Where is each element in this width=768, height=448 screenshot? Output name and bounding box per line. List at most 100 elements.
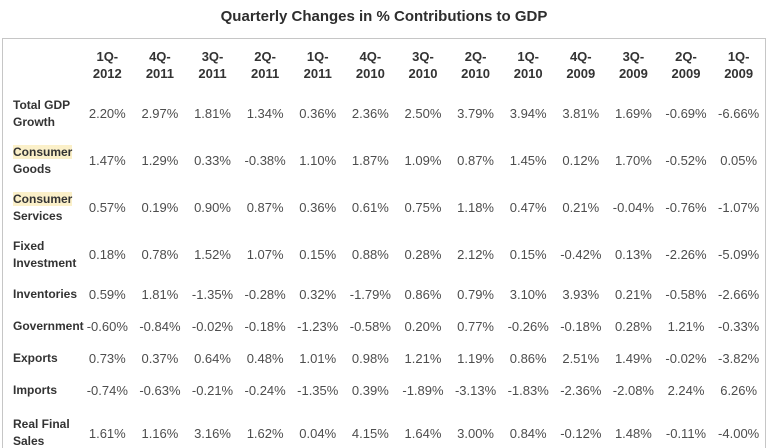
value-cell: -0.60% (86, 318, 128, 334)
value-cell: 1.19% (457, 350, 494, 366)
value-cell: 1.21% (667, 318, 705, 334)
value-cell: 2.24% (667, 382, 705, 398)
value-cell: 0.05% (720, 153, 758, 168)
value-cell: 0.79% (457, 286, 494, 302)
value-cell: -5.09% (718, 247, 760, 262)
table-header: 1Q- 2012 4Q- 2011 3Q- 2011 2Q- 2011 1Q- 2011 4Q- 20… (3, 39, 765, 90)
value-cell: 1.09% (404, 153, 442, 168)
value-cell: 0.18% (88, 247, 126, 262)
column-header-2q-2010: 2Q- 2010 (461, 49, 491, 81)
value-cell: -0.24% (244, 382, 286, 398)
value-cell: 0.57% (88, 200, 126, 215)
value-cell: -0.76% (665, 200, 707, 215)
table-body: Total GDP Growth 2.20% 2.97% 1.81% 1.34% 0.36%… (3, 90, 765, 448)
value-cell: -0.02% (665, 350, 707, 366)
highlighted-word: Consumer (13, 191, 73, 206)
value-cell: -0.63% (139, 382, 181, 398)
value-cell: 0.86% (404, 286, 442, 302)
value-cell: 3.94% (509, 106, 547, 121)
page-title: Quarterly Changes in % Contributions to … (220, 8, 548, 25)
value-cell: -1.83% (507, 382, 549, 398)
value-cell: -1.23% (297, 318, 339, 334)
value-cell: 2.20% (88, 106, 126, 121)
value-cell: 0.36% (299, 200, 337, 215)
value-cell: 0.21% (614, 286, 652, 302)
table-row: Government -0.60% -0.84% -0.02% -0.18% -1.23%… (3, 310, 765, 342)
value-cell: 0.88% (351, 247, 389, 262)
column-header-4q-2011: 4Q- 2011 (145, 49, 175, 81)
value-cell: 0.33% (194, 153, 231, 168)
value-cell: 0.59% (88, 286, 126, 302)
value-cell: 0.15% (509, 247, 547, 262)
value-cell: 0.32% (299, 286, 337, 302)
header-row: 1Q- 2012 4Q- 2011 3Q- 2011 2Q- 2011 1Q- 2011 4Q- 20… (3, 39, 765, 90)
row-label: Exports (13, 350, 58, 365)
table-row: Exports 0.73% 0.37% 0.64% 0.48% 1.01% 0.98% 1.2… (3, 342, 765, 374)
value-cell: 1.49% (614, 350, 652, 366)
row-label: Total GDP Growth (13, 97, 71, 129)
table-row: Consumer Goods 1.47% 1.29% 0.33% -0.38% 1.10% 1… (3, 137, 765, 184)
value-cell: 0.73% (88, 350, 126, 366)
value-cell: 3.93% (562, 286, 600, 302)
value-cell: -2.66% (718, 286, 760, 302)
value-cell: -1.79% (349, 286, 391, 302)
value-cell: -0.11% (665, 425, 707, 441)
value-cell: 0.19% (141, 200, 179, 215)
value-cell: -1.35% (191, 286, 234, 302)
value-cell: 0.15% (299, 247, 337, 262)
value-cell: -2.36% (560, 382, 602, 398)
value-cell: 0.64% (194, 350, 231, 366)
value-cell: 0.12% (562, 153, 600, 168)
value-cell: 1.34% (246, 106, 284, 121)
value-cell: 1.87% (351, 153, 389, 168)
value-cell: 0.87% (246, 200, 284, 215)
value-cell: 1.48% (614, 425, 652, 441)
value-cell: -3.82% (718, 350, 760, 366)
table-row: Consumer Services 0.57% 0.19% 0.90% 0.87% 0.36… (3, 184, 765, 231)
value-cell: 6.26% (720, 382, 758, 398)
value-cell: -4.00% (718, 425, 760, 441)
column-header-1q-2011: 1Q- 2011 (303, 49, 332, 81)
highlighted-word: Consumer (13, 144, 73, 159)
column-header-3q-2009: 3Q- 2009 (618, 49, 648, 81)
column-header-3q-2011: 3Q- 2011 (198, 49, 227, 81)
value-cell: 1.01% (299, 350, 337, 366)
value-cell: 0.98% (351, 350, 389, 366)
value-cell: 0.39% (351, 382, 389, 398)
value-cell: 1.70% (614, 153, 652, 168)
value-cell: 1.47% (88, 153, 126, 168)
value-cell: 0.47% (509, 200, 547, 215)
value-cell: 1.81% (194, 106, 231, 121)
value-cell: -6.66% (718, 106, 760, 121)
value-cell: 0.36% (299, 106, 337, 121)
value-cell: 1.18% (457, 200, 494, 215)
value-cell: 3.10% (509, 286, 547, 302)
value-cell: 0.84% (509, 425, 547, 441)
value-cell: 0.20% (404, 318, 442, 334)
value-cell: -0.21% (191, 382, 234, 398)
value-cell: -0.12% (560, 425, 602, 441)
row-label: Consumer Goods (13, 144, 73, 176)
value-cell: 0.37% (141, 350, 179, 366)
gdp-table-frame: 1Q- 2012 4Q- 2011 3Q- 2011 2Q- 2011 1Q- 2011 4Q- 20… (2, 38, 766, 448)
value-cell: -1.89% (402, 382, 444, 398)
value-cell: 1.10% (299, 153, 337, 168)
value-cell: -2.08% (612, 382, 654, 398)
value-cell: 1.64% (404, 425, 442, 441)
value-cell: -0.33% (718, 318, 760, 334)
column-header-4q-2010: 4Q- 2010 (355, 49, 385, 81)
value-cell: 0.28% (404, 247, 442, 262)
row-label: Consumer Services (13, 191, 73, 223)
column-header-3q-2010: 3Q- 2010 (408, 49, 438, 81)
value-cell: 1.69% (614, 106, 652, 121)
value-cell: 1.21% (404, 350, 442, 366)
value-cell: -0.18% (244, 318, 286, 334)
column-header-1q-2010: 1Q- 2010 (513, 49, 543, 81)
column-header-2q-2011: 2Q- 2011 (251, 49, 280, 81)
column-header-2q-2009: 2Q- 2009 (671, 49, 701, 81)
gdp-contributions-table: 1Q- 2012 4Q- 2011 3Q- 2011 2Q- 2011 1Q- 2011 4Q- 20… (3, 39, 765, 448)
value-cell: 0.78% (141, 247, 179, 262)
value-cell: -0.26% (507, 318, 549, 334)
value-cell: -1.35% (297, 382, 339, 398)
